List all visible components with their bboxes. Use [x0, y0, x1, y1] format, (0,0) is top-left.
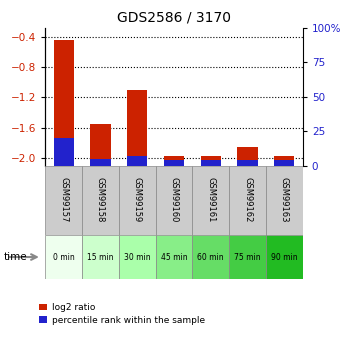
Text: GSM99157: GSM99157	[59, 177, 68, 223]
Bar	[274, 156, 294, 166]
Bar	[82, 166, 119, 235]
Bar	[119, 235, 156, 279]
Bar	[45, 166, 82, 235]
Text: 75 min: 75 min	[234, 253, 261, 262]
Bar	[237, 160, 258, 166]
Text: 45 min: 45 min	[161, 253, 187, 262]
Bar	[201, 156, 221, 166]
Text: 0 min: 0 min	[53, 253, 74, 262]
Bar	[237, 147, 258, 166]
Bar	[90, 124, 111, 166]
Bar	[156, 235, 192, 279]
Bar	[90, 159, 111, 166]
Text: GSM99162: GSM99162	[243, 177, 252, 223]
Text: GSM99160: GSM99160	[169, 177, 179, 223]
Bar	[164, 156, 184, 166]
Text: 60 min: 60 min	[197, 253, 224, 262]
Text: GSM99161: GSM99161	[206, 177, 215, 223]
Bar	[82, 235, 119, 279]
Bar	[266, 235, 303, 279]
Bar	[45, 235, 82, 279]
Bar	[156, 166, 192, 235]
Bar	[192, 235, 229, 279]
Text: GSM99159: GSM99159	[133, 177, 142, 223]
Legend: log2 ratio, percentile rank within the sample: log2 ratio, percentile rank within the s…	[39, 303, 205, 325]
Bar	[201, 160, 221, 166]
Bar	[266, 166, 303, 235]
Text: GDS2586 / 3170: GDS2586 / 3170	[117, 10, 231, 24]
Bar	[229, 235, 266, 279]
Bar	[119, 166, 156, 235]
Bar	[127, 156, 147, 166]
Text: time: time	[3, 252, 27, 262]
Bar	[192, 166, 229, 235]
Text: GSM99158: GSM99158	[96, 177, 105, 223]
Bar	[127, 90, 147, 166]
Text: GSM99163: GSM99163	[280, 177, 289, 223]
Bar	[54, 40, 74, 166]
Text: 90 min: 90 min	[271, 253, 298, 262]
Bar	[274, 160, 294, 166]
Text: 15 min: 15 min	[87, 253, 114, 262]
Bar	[229, 166, 266, 235]
Bar	[54, 138, 74, 166]
Text: 30 min: 30 min	[124, 253, 151, 262]
Bar	[164, 160, 184, 166]
